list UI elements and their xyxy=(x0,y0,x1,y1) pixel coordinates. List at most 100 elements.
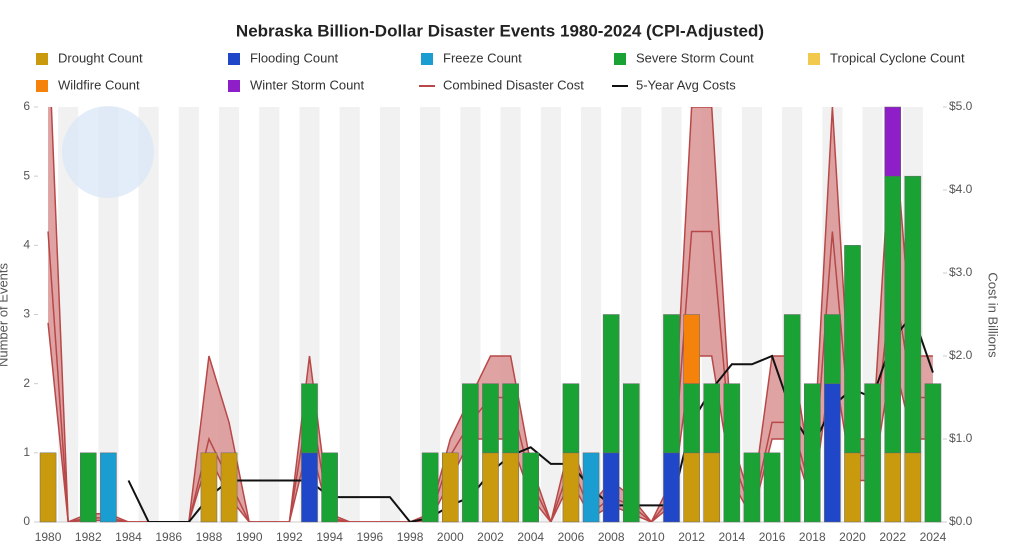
x-tick-label: 2010 xyxy=(638,530,665,544)
legend-label: Drought Count xyxy=(58,50,143,65)
legend-item[interactable]: Flooding Count xyxy=(228,50,339,65)
bar xyxy=(502,452,519,523)
stripe xyxy=(138,107,159,522)
x-tick-label: 2006 xyxy=(558,530,585,544)
legend-item[interactable]: Freeze Count xyxy=(421,50,522,65)
legend-item[interactable]: Tropical Cyclone Count xyxy=(808,50,965,65)
cost-range xyxy=(48,107,933,522)
legend-item[interactable]: Winter Storm Count xyxy=(228,77,365,92)
bar xyxy=(884,452,902,523)
bar xyxy=(522,452,540,523)
stripe xyxy=(420,107,441,522)
legend-item[interactable]: Severe Storm Count xyxy=(614,50,754,65)
stripe xyxy=(98,107,119,522)
bar xyxy=(884,106,902,177)
y-tick-label: 2 xyxy=(23,376,30,390)
legend-swatch xyxy=(614,53,626,65)
x-tick-label: 2022 xyxy=(879,530,906,544)
bar xyxy=(663,452,680,523)
x-tick-label: 1990 xyxy=(236,530,263,544)
bar xyxy=(743,452,761,523)
bar xyxy=(844,245,861,454)
legend-label: Wildfire Count xyxy=(58,77,140,92)
y2-tick-label: $2.0 xyxy=(949,348,973,362)
y2-tick-label: $5.0 xyxy=(949,99,973,113)
legend-item[interactable]: 5-Year Avg Costs xyxy=(612,77,736,92)
bar xyxy=(100,452,117,523)
bar xyxy=(924,383,942,523)
bar xyxy=(200,452,218,523)
chart-title: Nebraska Billion-Dollar Disaster Events … xyxy=(236,21,764,40)
bar xyxy=(803,383,821,523)
x-tick-label: 1986 xyxy=(155,530,182,544)
x-tick-label: 2018 xyxy=(799,530,826,544)
bar xyxy=(884,175,902,454)
bar xyxy=(301,452,318,523)
legend-item[interactable]: Drought Count xyxy=(36,50,143,65)
x-tick-label: 1980 xyxy=(35,530,62,544)
bar xyxy=(301,383,318,454)
bar xyxy=(683,314,700,384)
y2-tick-label: $0.0 xyxy=(949,514,973,528)
bar xyxy=(582,452,600,523)
legend-swatch xyxy=(808,53,820,65)
legend-swatch xyxy=(228,80,240,92)
legend-label: Combined Disaster Cost xyxy=(443,77,584,92)
x-tick-label: 2008 xyxy=(598,530,625,544)
bar xyxy=(904,452,922,523)
bar xyxy=(844,452,861,523)
bar xyxy=(602,452,620,523)
stripe xyxy=(741,107,762,522)
stripe xyxy=(379,107,400,522)
x-tick-label: 2020 xyxy=(839,530,866,544)
y-tick-label: 0 xyxy=(23,514,30,528)
legend-label: Flooding Count xyxy=(250,50,339,65)
y-tick-label: 5 xyxy=(23,168,30,182)
x-tick-label: 1998 xyxy=(397,530,424,544)
bar xyxy=(482,452,499,523)
stripe xyxy=(581,107,602,522)
bar xyxy=(462,383,479,523)
bar xyxy=(562,452,580,523)
y2-tick-label: $3.0 xyxy=(949,265,973,279)
bar xyxy=(622,383,640,523)
stripe xyxy=(178,107,199,522)
legend-swatch xyxy=(228,53,240,65)
y2-tick-label: $4.0 xyxy=(949,182,973,196)
x-tick-label: 2024 xyxy=(920,530,947,544)
x-tick-label: 2004 xyxy=(517,530,544,544)
legend-label: Severe Storm Count xyxy=(636,50,754,65)
x-tick-label: 2012 xyxy=(678,530,705,544)
x-tick-label: 1984 xyxy=(115,530,142,544)
y-tick-label: 1 xyxy=(23,445,30,459)
bar xyxy=(904,175,922,454)
logo xyxy=(62,106,154,198)
legend-swatch xyxy=(36,80,48,92)
x-tick-label: 2016 xyxy=(759,530,786,544)
x-tick-label: 2002 xyxy=(477,530,504,544)
legend-label: Tropical Cyclone Count xyxy=(830,50,965,65)
stripe xyxy=(339,107,360,522)
bar xyxy=(683,383,700,454)
legend-item[interactable]: Combined Disaster Cost xyxy=(419,77,584,92)
bar xyxy=(79,452,97,523)
y-axis-title: Number of Events xyxy=(0,262,10,367)
x-tick-label: 1992 xyxy=(276,530,303,544)
stripe xyxy=(259,107,280,522)
bar xyxy=(441,452,459,523)
legend-label: Winter Storm Count xyxy=(250,77,365,92)
bar xyxy=(502,383,519,454)
x-tick-label: 1982 xyxy=(75,530,102,544)
bar xyxy=(482,383,499,454)
bar xyxy=(703,452,721,523)
bar xyxy=(421,452,439,523)
legend-item[interactable]: Wildfire Count xyxy=(36,77,140,92)
y2-tick-label: $1.0 xyxy=(949,431,973,445)
x-tick-label: 1996 xyxy=(356,530,383,544)
y-tick-label: 6 xyxy=(23,99,30,113)
bar xyxy=(703,383,721,454)
bar xyxy=(321,452,338,523)
bar xyxy=(562,383,580,454)
bar xyxy=(39,452,57,523)
